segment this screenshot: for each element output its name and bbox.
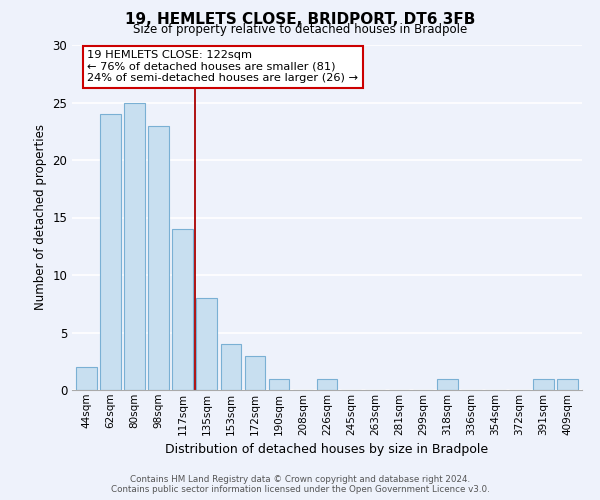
Bar xyxy=(269,378,289,390)
Bar xyxy=(172,229,193,390)
Text: Size of property relative to detached houses in Bradpole: Size of property relative to detached ho… xyxy=(133,22,467,36)
Y-axis label: Number of detached properties: Number of detached properties xyxy=(34,124,47,310)
X-axis label: Distribution of detached houses by size in Bradpole: Distribution of detached houses by size … xyxy=(166,443,488,456)
Text: 19, HEMLETS CLOSE, BRIDPORT, DT6 3FB: 19, HEMLETS CLOSE, BRIDPORT, DT6 3FB xyxy=(125,12,475,28)
Bar xyxy=(148,126,169,390)
Bar xyxy=(245,356,265,390)
Bar xyxy=(557,378,578,390)
Text: Contains HM Land Registry data © Crown copyright and database right 2024.
Contai: Contains HM Land Registry data © Crown c… xyxy=(110,474,490,494)
Bar xyxy=(317,378,337,390)
Bar xyxy=(437,378,458,390)
Bar xyxy=(100,114,121,390)
Bar xyxy=(76,367,97,390)
Text: 19 HEMLETS CLOSE: 122sqm
← 76% of detached houses are smaller (81)
24% of semi-d: 19 HEMLETS CLOSE: 122sqm ← 76% of detach… xyxy=(88,50,358,84)
Bar xyxy=(196,298,217,390)
Bar xyxy=(124,102,145,390)
Bar xyxy=(533,378,554,390)
Bar xyxy=(221,344,241,390)
